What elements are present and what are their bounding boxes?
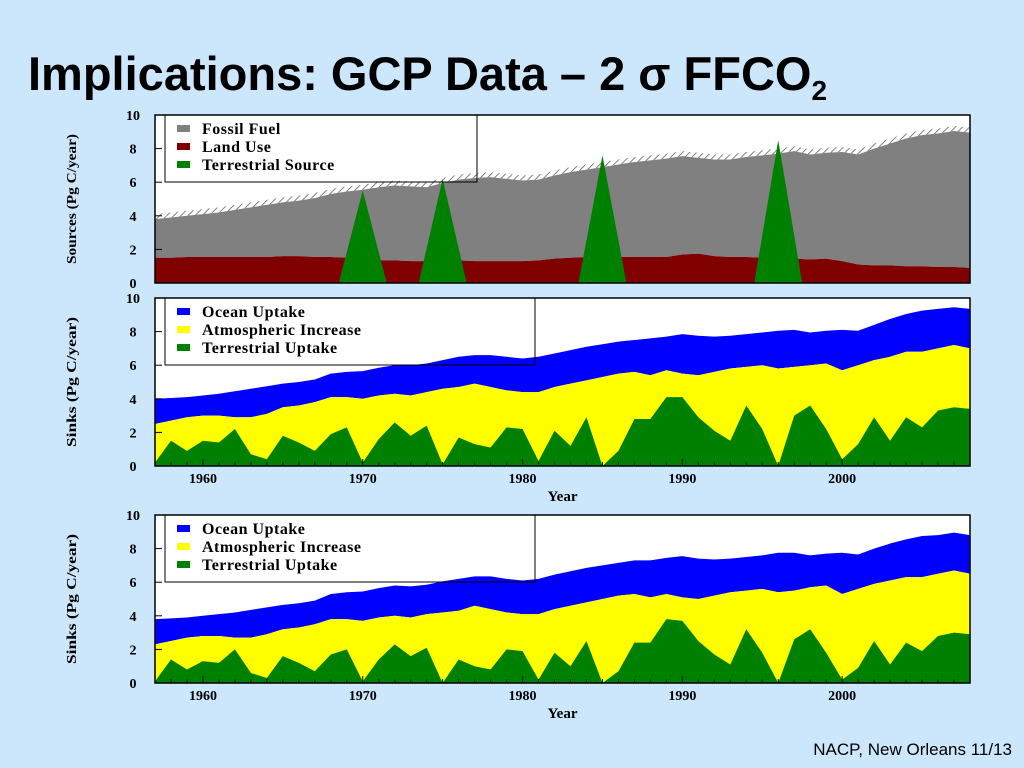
legend-swatch-ocean-uptake — [177, 308, 190, 315]
y-tick-label: 10 — [126, 109, 140, 124]
x-tick-label: 1990 — [668, 689, 696, 704]
slide-title: Implications: GCP Data – 2 σ FFCO2 — [28, 46, 827, 107]
x-tick-label: 1960 — [189, 689, 217, 704]
y-axis-label: Sources (Pg C/year) — [65, 134, 80, 264]
y-tick-label: 6 — [130, 359, 137, 374]
x-tick-label: 2000 — [828, 472, 856, 487]
y-axis-label: Sinks (Pg C/year) — [65, 317, 80, 447]
y-tick-label: 8 — [130, 326, 137, 341]
y-tick-label: 2 — [130, 643, 137, 658]
chart-sources: 0 2 4 6 8 10 Sources (Pg C/year) Fossil FuelLan… — [65, 109, 971, 292]
legend-label-atmospheric-increase: Atmospheric Increase — [202, 322, 361, 339]
y-tick-label: 0 — [130, 460, 137, 475]
x-tick-label: 1980 — [509, 472, 537, 487]
series-terrestrial-uptake — [155, 619, 970, 683]
legend-label-terrestrial-uptake: Terrestrial Uptake — [202, 557, 338, 574]
x-tick-label: 1960 — [189, 472, 217, 487]
series-atmospheric-increase — [155, 345, 970, 466]
y-axis-label: Sinks (Pg C/year) — [65, 534, 80, 664]
legend-label-terrestrial-source: Terrestrial Source — [202, 157, 335, 174]
legend-swatch-atmospheric-increase — [177, 543, 190, 550]
x-tick-label: 1990 — [668, 472, 696, 487]
legend-box — [164, 514, 536, 583]
series-atmospheric-increase — [155, 570, 970, 683]
legend-box — [164, 297, 536, 366]
plot-frame — [154, 514, 971, 684]
legend-swatch-terrestrial-source — [177, 161, 190, 168]
y-tick-label: 6 — [130, 176, 137, 191]
y-tick-label: 4 — [130, 393, 137, 408]
x-tick-label: 1970 — [349, 472, 377, 487]
plot-frame — [154, 297, 971, 467]
slide-title-text: Implications: GCP Data – 2 σ FFCO — [28, 47, 812, 100]
y-tick-label: 0 — [130, 277, 137, 292]
legend-label-land-use: Land Use — [202, 139, 271, 156]
y-tick-label: 10 — [126, 292, 140, 307]
legend-label-fossil-fuel: Fossil Fuel — [202, 121, 281, 138]
legend-swatch-terrestrial-uptake — [177, 344, 190, 351]
legend-label-ocean-uptake: Ocean Uptake — [202, 304, 305, 321]
legend-swatch-terrestrial-uptake — [177, 561, 190, 568]
terrestrial-source-spike — [338, 190, 387, 283]
legend-swatch-land-use — [177, 143, 190, 150]
series-ocean-uptake — [155, 307, 970, 424]
x-axis-label: Year — [548, 706, 578, 722]
y-tick-label: 4 — [130, 610, 137, 625]
y-tick-label: 10 — [126, 509, 140, 524]
y-tick-label: 8 — [130, 143, 137, 158]
terrestrial-source-spike — [418, 178, 467, 283]
x-tick-label: 1980 — [509, 689, 537, 704]
terrestrial-source-spike — [754, 140, 803, 283]
x-tick-label: 2000 — [828, 689, 856, 704]
y-tick-label: 0 — [130, 677, 137, 692]
legend-label-ocean-uptake: Ocean Uptake — [202, 521, 305, 538]
y-tick-label: 2 — [130, 426, 137, 441]
y-tick-label: 6 — [130, 576, 137, 591]
terrestrial-source-spike — [578, 155, 627, 283]
legend-swatch-atmospheric-increase — [177, 326, 190, 333]
legend-box — [164, 114, 478, 183]
slide-title-subscript: 2 — [811, 75, 828, 106]
series-terrestrial-uptake — [155, 397, 970, 466]
legend-label-atmospheric-increase: Atmospheric Increase — [202, 539, 361, 556]
chart-sinks_upper: 0 2 4 6 8 10 Sinks (Pg C/year) 1960 1970 1980 1990… — [65, 292, 971, 505]
plot-frame — [154, 114, 971, 284]
slide-footer: NACP, New Orleans 11/13 — [813, 740, 1012, 759]
legend-swatch-fossil-fuel — [177, 125, 190, 132]
series-ocean-uptake — [155, 532, 970, 645]
y-tick-label: 2 — [130, 243, 137, 258]
legend-swatch-ocean-uptake — [177, 525, 190, 532]
uncertainty-band — [155, 125, 970, 220]
chart-sinks_lower: 0 2 4 6 8 10 Sinks (Pg C/year) 1960 1970 1980 1990… — [65, 509, 971, 722]
legend-label-terrestrial-uptake: Terrestrial Uptake — [202, 340, 338, 357]
y-tick-label: 4 — [130, 210, 137, 225]
x-axis-label: Year — [548, 489, 578, 505]
x-tick-label: 1970 — [349, 689, 377, 704]
y-tick-label: 8 — [130, 543, 137, 558]
